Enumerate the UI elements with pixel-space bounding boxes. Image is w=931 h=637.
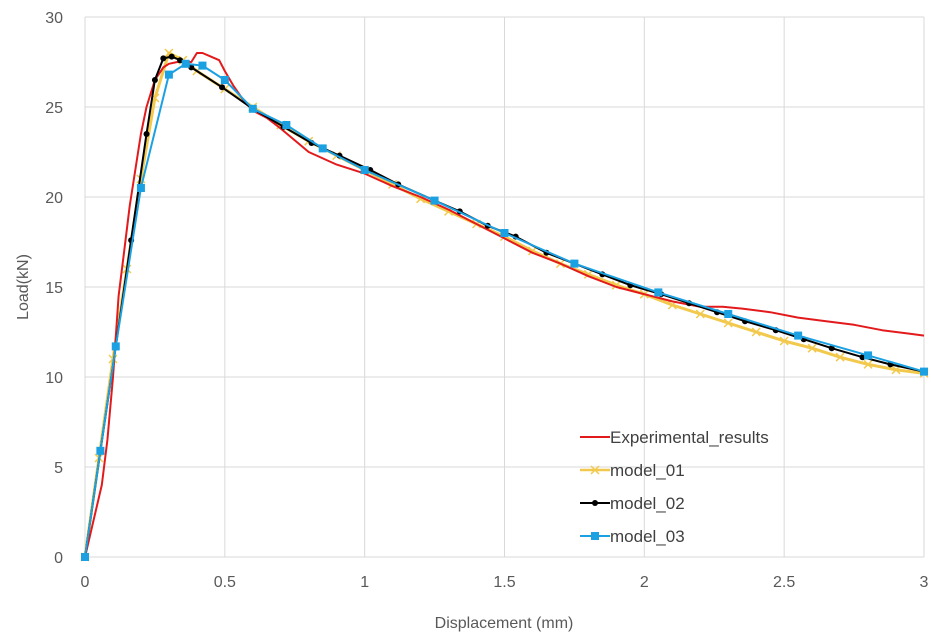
x-tick-label: 3 [920, 574, 929, 591]
model-03-point [220, 76, 229, 84]
series-model-03 [81, 59, 928, 561]
model-03-point [920, 367, 928, 376]
x-tick-label: 2 [640, 574, 649, 591]
gridlines [84, 16, 925, 558]
model-02-point [143, 131, 150, 137]
model-03-point [136, 184, 145, 192]
y-axis-title: Load(kN) [15, 254, 32, 320]
model-03-point [198, 61, 207, 70]
model-02-point [188, 64, 195, 71]
model-02-point [859, 354, 866, 361]
model-02-point [177, 57, 184, 64]
model-02-point [168, 53, 175, 60]
model-03-point [181, 59, 190, 68]
model-02-point [151, 77, 158, 83]
tick-labels: 0 5 10 15 20 25 30 0 0.5 1 1.5 2 2.5 3 [45, 10, 928, 591]
model-03-point [282, 121, 291, 129]
model-03-point [96, 446, 105, 455]
model-03-line [84, 62, 925, 558]
x-tick-label: 2.5 [773, 574, 795, 591]
y-tick-label: 0 [54, 550, 63, 567]
model-03-point [318, 144, 327, 153]
model-03-point [164, 70, 173, 79]
legend-item-model-03: model_03 [580, 527, 685, 546]
legend-label: Experimental_results [610, 428, 769, 447]
y-tick-label: 5 [54, 460, 63, 477]
model-01-point [695, 309, 705, 319]
model-01-point [751, 327, 761, 337]
legend-label: model_03 [610, 527, 685, 546]
x-tick-label: 0 [81, 574, 90, 591]
legend-item-model-01: model_01 [580, 461, 685, 480]
model-03-point [360, 166, 369, 174]
legend-item-model-02: model_02 [580, 494, 685, 513]
model-01-point [807, 343, 817, 353]
model-03-point [724, 310, 733, 318]
x-tick-label: 0.5 [214, 574, 236, 591]
series-layer [80, 48, 929, 562]
x-tick-label: 1 [360, 574, 369, 591]
y-tick-label: 15 [45, 280, 63, 297]
legend-label: model_02 [610, 494, 685, 513]
legend-item-experimental-results: Experimental_results [580, 428, 769, 447]
x-axis-title: Displacement (mm) [435, 615, 574, 632]
legend-marker [592, 500, 598, 506]
legend-label: model_01 [610, 461, 685, 480]
legend: Experimental_results model_01 model_02mode… [580, 428, 769, 546]
y-tick-label: 25 [45, 100, 63, 117]
model-03-point [570, 259, 579, 268]
model-02-point [160, 55, 167, 62]
y-tick-label: 30 [45, 10, 63, 27]
model-03-point [794, 331, 803, 340]
model-03-point [654, 288, 663, 297]
legend-marker [590, 465, 600, 475]
x-tick-label: 1.5 [493, 574, 515, 591]
model-03-point [430, 196, 439, 205]
model-01-point [835, 352, 845, 362]
model-03-point [81, 553, 89, 561]
model-03-point [864, 351, 873, 360]
model-02-point [828, 345, 835, 352]
model-03-point [111, 342, 120, 351]
model-01-point [863, 359, 873, 369]
model-01-point [779, 336, 789, 346]
model-03-point [500, 229, 509, 237]
y-tick-label: 10 [45, 370, 63, 387]
y-tick-label: 20 [45, 190, 63, 207]
legend-marker [591, 532, 599, 540]
model-03-point [248, 104, 257, 113]
model-01-point [723, 318, 733, 328]
model-02-point [219, 84, 226, 91]
